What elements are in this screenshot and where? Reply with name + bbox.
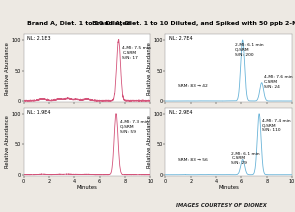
Y-axis label: Relative Abundance: Relative Abundance <box>5 115 10 168</box>
Y-axis label: Relative Abundance: Relative Abundance <box>147 42 152 95</box>
Text: SRM: 83 → 42: SRM: 83 → 42 <box>178 84 208 88</box>
Text: NL: 1.9E4: NL: 1.9E4 <box>27 110 51 115</box>
Text: Brand A, Diet. 1 to 10 Diluted: Brand A, Diet. 1 to 10 Diluted <box>27 21 131 26</box>
Text: SRM: 83 → 56: SRM: 83 → 56 <box>178 158 208 162</box>
Text: NL: 2.9E4: NL: 2.9E4 <box>169 110 193 115</box>
Text: NL: 2.1E3: NL: 2.1E3 <box>27 36 51 41</box>
Text: 4-MI: 7.4 min
Q-SRM
S/N: 110: 4-MI: 7.4 min Q-SRM S/N: 110 <box>262 119 290 132</box>
Text: 4-MI: 7.3 min
Q-SRM
S/N: 59: 4-MI: 7.3 min Q-SRM S/N: 59 <box>120 120 148 134</box>
Text: IMAGES COURTESY OF DIONEX: IMAGES COURTESY OF DIONEX <box>176 203 267 208</box>
Text: 2-MI: 6.1 min
Q-SRM
S/N: 200: 2-MI: 6.1 min Q-SRM S/N: 200 <box>235 43 264 57</box>
X-axis label: Minutes: Minutes <box>76 185 97 190</box>
Y-axis label: Relative Abundance: Relative Abundance <box>5 42 10 95</box>
Text: NL: 2.7E4: NL: 2.7E4 <box>169 36 193 41</box>
X-axis label: Minutes: Minutes <box>218 185 239 190</box>
Text: 2-MI: 6.1 min
C-SRM
S/N: 29: 2-MI: 6.1 min C-SRM S/N: 29 <box>231 152 260 165</box>
Y-axis label: Relative Abundance: Relative Abundance <box>147 115 152 168</box>
Text: 4-MI: 7.5 min
C-SRM
S/N: 17: 4-MI: 7.5 min C-SRM S/N: 17 <box>122 46 151 60</box>
Text: 4-MI: 7.6 min
C-SRM
S/N: 24: 4-MI: 7.6 min C-SRM S/N: 24 <box>264 75 293 89</box>
Text: Brand A, Diet. 1 to 10 Diluted, and Spiked with 50 ppb 2-MI and 4-MI: Brand A, Diet. 1 to 10 Diluted, and Spik… <box>92 21 295 26</box>
